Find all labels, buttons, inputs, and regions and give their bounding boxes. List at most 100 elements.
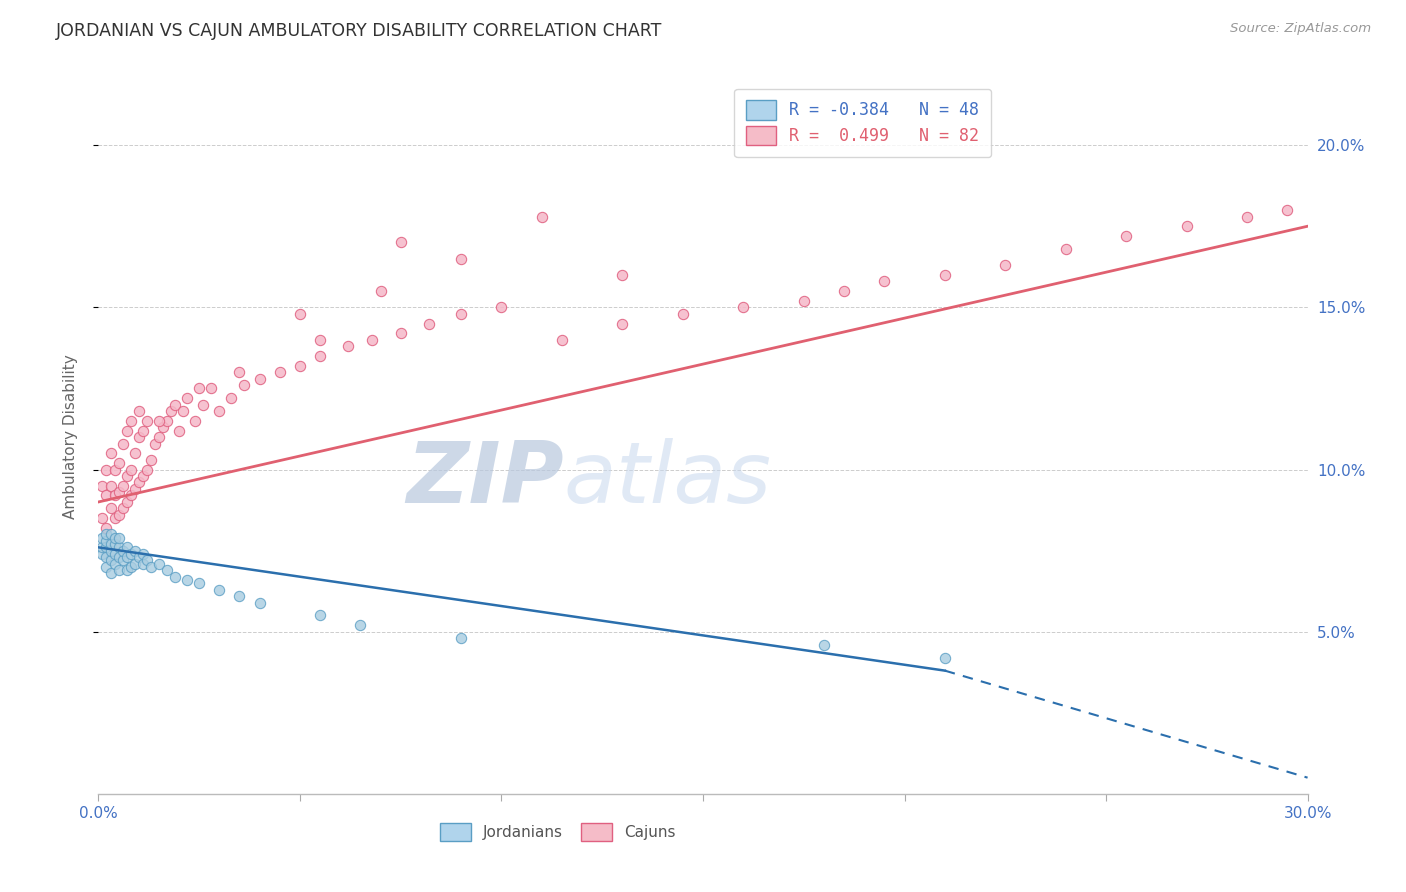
Point <box>139 452 162 467</box>
Point <box>793 293 815 308</box>
Point <box>269 365 291 379</box>
Point <box>530 210 553 224</box>
Point <box>156 563 179 577</box>
Point <box>132 469 155 483</box>
Point <box>221 391 243 405</box>
Point <box>349 618 371 632</box>
Point <box>172 404 194 418</box>
Point <box>103 511 125 525</box>
Point <box>115 424 138 438</box>
Point <box>107 563 129 577</box>
Point <box>96 559 118 574</box>
Y-axis label: Ambulatory Disability: Ambulatory Disability <box>63 355 77 519</box>
Point <box>188 576 211 591</box>
Point <box>132 557 155 571</box>
Point <box>91 511 114 525</box>
Point <box>103 531 125 545</box>
Point <box>389 235 412 250</box>
Point <box>91 547 114 561</box>
Point <box>1054 242 1077 256</box>
Point <box>111 553 134 567</box>
Point <box>100 479 122 493</box>
Point <box>103 537 125 551</box>
Point <box>450 252 472 266</box>
Point <box>1277 202 1299 217</box>
Point <box>132 547 155 561</box>
Point <box>124 482 146 496</box>
Point <box>167 424 190 438</box>
Point <box>96 521 118 535</box>
Point <box>176 391 198 405</box>
Point <box>115 550 138 565</box>
Point <box>120 559 142 574</box>
Point <box>994 258 1017 272</box>
Point <box>107 508 129 522</box>
Point <box>107 541 129 555</box>
Point <box>91 541 114 555</box>
Point <box>1175 219 1198 234</box>
Point <box>135 414 157 428</box>
Point <box>163 569 186 583</box>
Point <box>100 566 122 581</box>
Point <box>337 339 360 353</box>
Point <box>100 553 122 567</box>
Point <box>132 424 155 438</box>
Point <box>111 501 134 516</box>
Text: JORDANIAN VS CAJUN AMBULATORY DISABILITY CORRELATION CHART: JORDANIAN VS CAJUN AMBULATORY DISABILITY… <box>56 22 662 40</box>
Point <box>672 307 695 321</box>
Point <box>188 381 211 395</box>
Point <box>111 436 134 450</box>
Point <box>103 547 125 561</box>
Point <box>148 414 170 428</box>
Point <box>128 550 150 565</box>
Point <box>96 488 118 502</box>
Point <box>100 537 122 551</box>
Point <box>111 479 134 493</box>
Point <box>115 495 138 509</box>
Point <box>91 531 114 545</box>
Point <box>163 398 186 412</box>
Point <box>96 541 118 555</box>
Point <box>115 469 138 483</box>
Text: Source: ZipAtlas.com: Source: ZipAtlas.com <box>1230 22 1371 36</box>
Point <box>450 631 472 645</box>
Point <box>389 326 412 341</box>
Text: ZIP: ZIP <box>406 438 564 522</box>
Point <box>418 317 440 331</box>
Point <box>103 557 125 571</box>
Point <box>107 550 129 565</box>
Point <box>103 462 125 476</box>
Point <box>612 317 634 331</box>
Point <box>120 488 142 502</box>
Point <box>156 414 179 428</box>
Point <box>103 488 125 502</box>
Point <box>200 381 222 395</box>
Point <box>124 543 146 558</box>
Point <box>1115 229 1137 244</box>
Point <box>208 582 231 597</box>
Point <box>733 301 755 315</box>
Point <box>96 527 118 541</box>
Point <box>135 462 157 476</box>
Point <box>184 414 207 428</box>
Point <box>288 307 311 321</box>
Point <box>232 378 254 392</box>
Legend: Jordanians, Cajuns: Jordanians, Cajuns <box>434 817 682 847</box>
Point <box>228 365 250 379</box>
Point <box>934 650 956 665</box>
Point <box>107 531 129 545</box>
Point <box>309 333 332 347</box>
Point <box>160 404 183 418</box>
Point <box>249 595 271 609</box>
Point <box>100 501 122 516</box>
Point <box>193 398 215 412</box>
Point <box>128 430 150 444</box>
Point <box>100 527 122 541</box>
Point <box>107 456 129 470</box>
Point <box>124 557 146 571</box>
Point <box>139 559 162 574</box>
Point <box>96 462 118 476</box>
Point <box>228 589 250 603</box>
Point <box>832 284 855 298</box>
Point <box>934 268 956 282</box>
